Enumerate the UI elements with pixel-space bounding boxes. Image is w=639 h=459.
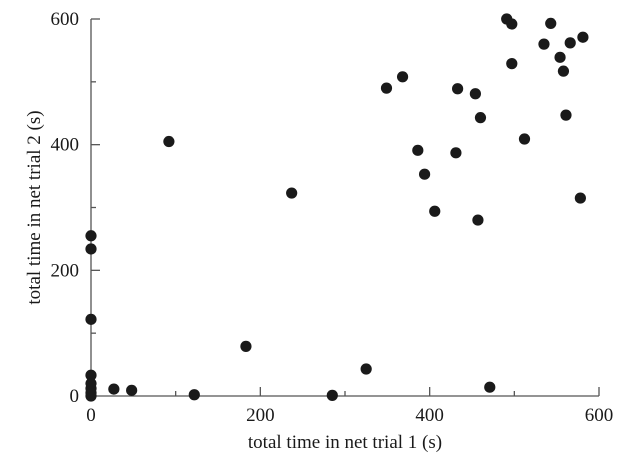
data-point bbox=[452, 83, 464, 95]
x-tick-label: 400 bbox=[415, 405, 444, 426]
y-tick-label: 400 bbox=[51, 135, 80, 156]
data-point bbox=[126, 384, 138, 396]
x-tick-label: 200 bbox=[246, 405, 275, 426]
data-point bbox=[545, 17, 557, 29]
x-tick-label: 0 bbox=[86, 405, 96, 426]
axes bbox=[90, 19, 599, 397]
data-point bbox=[326, 389, 338, 401]
y-tick-label: 200 bbox=[51, 260, 80, 281]
data-point bbox=[560, 109, 572, 121]
data-point bbox=[506, 58, 518, 70]
tick-marks bbox=[91, 18, 600, 396]
data-point bbox=[85, 377, 97, 390]
data-point bbox=[474, 112, 487, 124]
data-point bbox=[240, 340, 252, 352]
data-point bbox=[380, 82, 393, 94]
data-point bbox=[163, 135, 175, 148]
data-point bbox=[484, 381, 496, 393]
data-point bbox=[360, 363, 372, 375]
x-tick-label: 600 bbox=[585, 405, 614, 426]
data-point bbox=[412, 144, 424, 156]
data-point bbox=[538, 38, 550, 50]
data-point bbox=[450, 147, 462, 159]
data-point bbox=[554, 51, 566, 63]
y-tick-label: 600 bbox=[51, 9, 80, 30]
data-point bbox=[472, 214, 484, 226]
data-point bbox=[286, 187, 298, 199]
data-point bbox=[518, 133, 531, 145]
data-point bbox=[108, 383, 120, 395]
data-points bbox=[85, 13, 589, 402]
data-point bbox=[418, 168, 431, 180]
data-point bbox=[188, 389, 200, 401]
y-axis-label: total time in net trial 2 (s) bbox=[24, 110, 45, 304]
data-point bbox=[574, 192, 586, 204]
data-point bbox=[85, 369, 97, 381]
data-point bbox=[85, 313, 97, 325]
x-axis-label: total time in net trial 1 (s) bbox=[248, 432, 442, 453]
data-point bbox=[429, 205, 441, 217]
data-point bbox=[396, 71, 409, 83]
data-point bbox=[557, 65, 570, 77]
data-point bbox=[506, 18, 518, 30]
data-point bbox=[469, 88, 481, 100]
data-point bbox=[564, 37, 576, 49]
data-point bbox=[85, 230, 97, 242]
data-point bbox=[577, 31, 589, 43]
y-tick-label: 0 bbox=[70, 386, 80, 407]
tick-labels: 0 200 400 600 0 200 400 600 bbox=[51, 9, 614, 426]
data-point bbox=[85, 243, 97, 255]
